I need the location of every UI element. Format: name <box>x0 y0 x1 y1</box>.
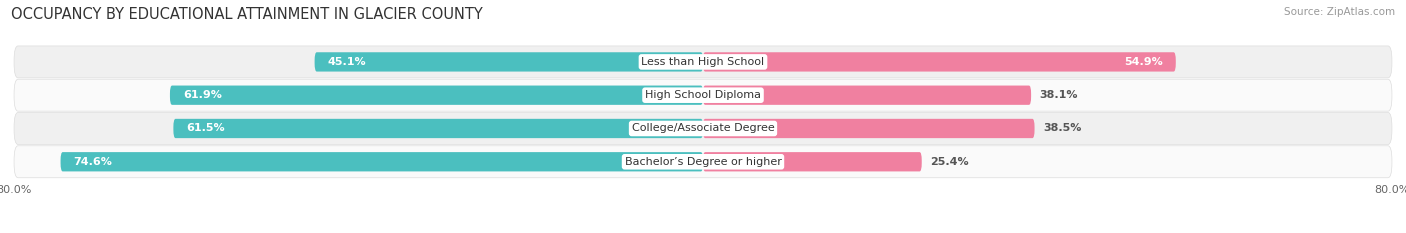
Text: Bachelor’s Degree or higher: Bachelor’s Degree or higher <box>624 157 782 167</box>
FancyBboxPatch shape <box>703 119 1035 138</box>
Text: College/Associate Degree: College/Associate Degree <box>631 123 775 134</box>
FancyBboxPatch shape <box>170 86 703 105</box>
FancyBboxPatch shape <box>173 119 703 138</box>
Text: 61.9%: 61.9% <box>183 90 222 100</box>
FancyBboxPatch shape <box>14 113 1392 144</box>
FancyBboxPatch shape <box>60 152 703 171</box>
FancyBboxPatch shape <box>703 52 1175 72</box>
Text: 61.5%: 61.5% <box>186 123 225 134</box>
Text: 38.5%: 38.5% <box>1043 123 1081 134</box>
FancyBboxPatch shape <box>14 46 1392 78</box>
FancyBboxPatch shape <box>703 152 922 171</box>
FancyBboxPatch shape <box>14 146 1392 178</box>
Text: 25.4%: 25.4% <box>931 157 969 167</box>
Text: Less than High School: Less than High School <box>641 57 765 67</box>
Text: High School Diploma: High School Diploma <box>645 90 761 100</box>
FancyBboxPatch shape <box>703 86 1031 105</box>
Text: 54.9%: 54.9% <box>1125 57 1163 67</box>
FancyBboxPatch shape <box>14 79 1392 111</box>
Text: 74.6%: 74.6% <box>73 157 112 167</box>
Text: 38.1%: 38.1% <box>1039 90 1078 100</box>
FancyBboxPatch shape <box>315 52 703 72</box>
Text: 45.1%: 45.1% <box>328 57 366 67</box>
Text: Source: ZipAtlas.com: Source: ZipAtlas.com <box>1284 7 1395 17</box>
Text: OCCUPANCY BY EDUCATIONAL ATTAINMENT IN GLACIER COUNTY: OCCUPANCY BY EDUCATIONAL ATTAINMENT IN G… <box>11 7 484 22</box>
